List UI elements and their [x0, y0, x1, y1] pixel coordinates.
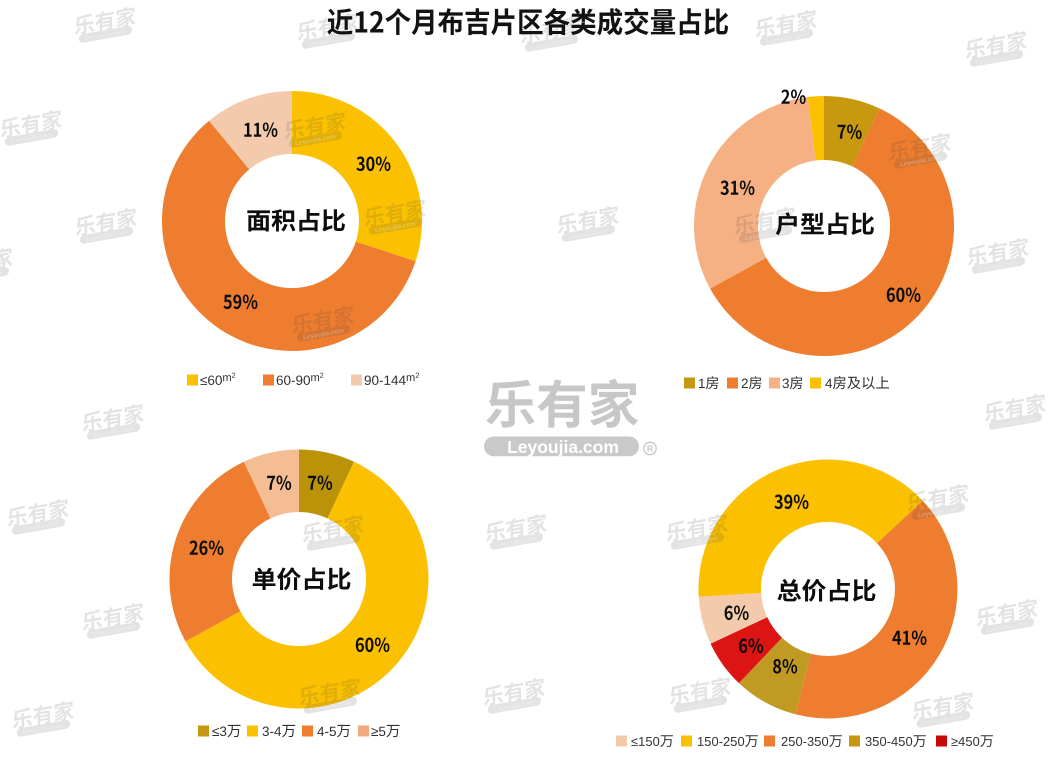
- svg-text:R: R: [647, 444, 653, 454]
- svg-text:Leyoujia.com: Leyoujia.com: [507, 437, 619, 457]
